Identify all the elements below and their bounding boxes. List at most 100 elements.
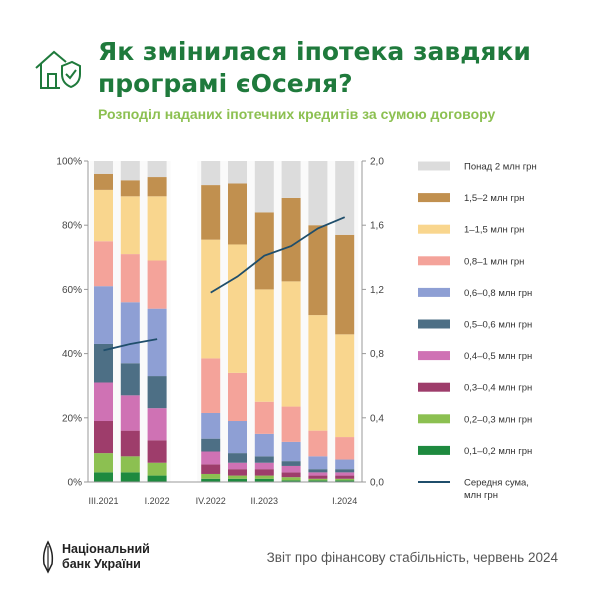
legend-label: 0,5–0,6 млн грн: [464, 320, 532, 331]
bar-segment: [335, 161, 355, 235]
logo-line-2: банк України: [62, 557, 141, 571]
bar-segment: [201, 478, 221, 482]
bar-segment: [281, 197, 301, 282]
bar-segment: [201, 451, 221, 465]
y-left-tick-label: 40%: [62, 349, 82, 360]
chart-subtitle: Розподіл наданих іпотечних кредитів за с…: [98, 106, 496, 122]
bar-segment: [147, 161, 167, 178]
bar-segment: [120, 430, 140, 457]
bar-segment: [228, 475, 247, 479]
bar-segment: [120, 302, 140, 364]
legend-label: 0,1–0,2 млн грн: [464, 446, 532, 457]
bar-segment: [228, 244, 247, 373]
nbu-emblem-icon: [42, 540, 54, 574]
bar-segment: [308, 225, 328, 316]
bar-segment: [94, 453, 113, 473]
average-sum-line: [210, 216, 346, 294]
bar-segment: [254, 478, 274, 482]
bar-segment: [335, 475, 355, 479]
bar-segment: [201, 438, 221, 452]
bar-segment: [120, 456, 140, 473]
y-left-tick-label: 80%: [62, 221, 82, 232]
bar-segment: [120, 363, 140, 396]
bar-segment: [335, 459, 355, 470]
logo-line-1: Національний: [62, 542, 150, 556]
bar-segment: [335, 478, 355, 481]
bar-segment: [94, 472, 113, 482]
y-right-tick-label: 1,2: [370, 285, 384, 296]
y-right-tick-label: 0,8: [370, 349, 384, 360]
bar-segment: [147, 440, 167, 463]
bar-segment: [228, 161, 247, 184]
bar-segment: [147, 408, 167, 441]
legend-label: 1–1,5 млн грн: [464, 225, 524, 236]
bar-segment: [308, 456, 328, 470]
y-right-tick-label: 2,0: [370, 157, 384, 168]
bar-segment: [335, 334, 355, 438]
legend-swatch: [418, 445, 450, 455]
legend-swatch: [418, 351, 450, 361]
bar-segment: [281, 441, 301, 462]
legend-swatch: [418, 382, 450, 392]
bar-segment: [335, 480, 355, 482]
bar-segment: [308, 315, 328, 431]
bar-segment: [201, 161, 221, 186]
bar-segment: [281, 161, 301, 198]
legend-swatch: [418, 224, 450, 234]
bar-segment: [335, 234, 355, 335]
nbu-logo: Національний банк України: [40, 540, 150, 574]
bar-segment: [120, 196, 140, 255]
bar-segment: [120, 472, 140, 482]
bar-segment: [335, 469, 355, 473]
page-title: Як змінилася іпотека завдяки програмі єО…: [98, 37, 531, 98]
bar-segment: [201, 412, 221, 439]
bar-segment: [120, 395, 140, 431]
bar-segment: [254, 456, 274, 463]
y-right-tick-label: 0,4: [370, 413, 384, 424]
bar-segment: [201, 464, 221, 474]
bar-segment: [147, 376, 167, 409]
bar-segment: [201, 185, 221, 240]
bar-segment: [281, 461, 301, 466]
y-left-tick-label: 0%: [68, 478, 83, 489]
bar-segment: [147, 177, 167, 197]
bar-segment: [94, 161, 113, 174]
bar-segment: [281, 281, 301, 407]
bar-segment: [308, 469, 328, 473]
bar-segment: [94, 189, 113, 242]
y-right-tick-label: 1,6: [370, 221, 384, 232]
bar-segment: [254, 475, 274, 479]
bar-segment: [147, 260, 167, 309]
legend-label: 0,2–0,3 млн грн: [464, 414, 532, 425]
bar-segment: [281, 472, 301, 478]
bar-segment: [308, 475, 328, 479]
bar-segment: [335, 437, 355, 460]
y-left-tick-label: 100%: [56, 157, 82, 168]
bar-segment: [308, 472, 328, 476]
bar-segment: [147, 308, 167, 377]
legend-label: Понад 2 млн грн: [464, 162, 537, 173]
bar-segment: [228, 469, 247, 476]
legend-swatch: [418, 161, 450, 171]
bar-segment: [254, 401, 274, 434]
bar-segment: [94, 421, 113, 454]
bar-segment: [94, 382, 113, 422]
bar-segment: [281, 480, 301, 482]
legend-swatch: [418, 319, 450, 329]
legend-swatch: [418, 193, 450, 203]
bar-segment: [94, 343, 113, 383]
bar-segment: [254, 212, 274, 290]
bar-segment: [228, 462, 247, 470]
bar-segment: [147, 196, 167, 261]
x-tick-label: II.2023: [251, 496, 279, 506]
bar-segment: [228, 421, 247, 454]
bar-segment: [308, 480, 328, 482]
bar-segment: [201, 239, 221, 359]
bar-segment: [281, 465, 301, 473]
legend-label: 0,3–0,4 млн грн: [464, 383, 532, 394]
legend-label: 0,8–1 млн грн: [464, 256, 524, 267]
bar-segment: [201, 358, 221, 413]
bar-segment: [281, 406, 301, 442]
bar-segment: [120, 254, 140, 303]
bar-segment: [254, 289, 274, 402]
